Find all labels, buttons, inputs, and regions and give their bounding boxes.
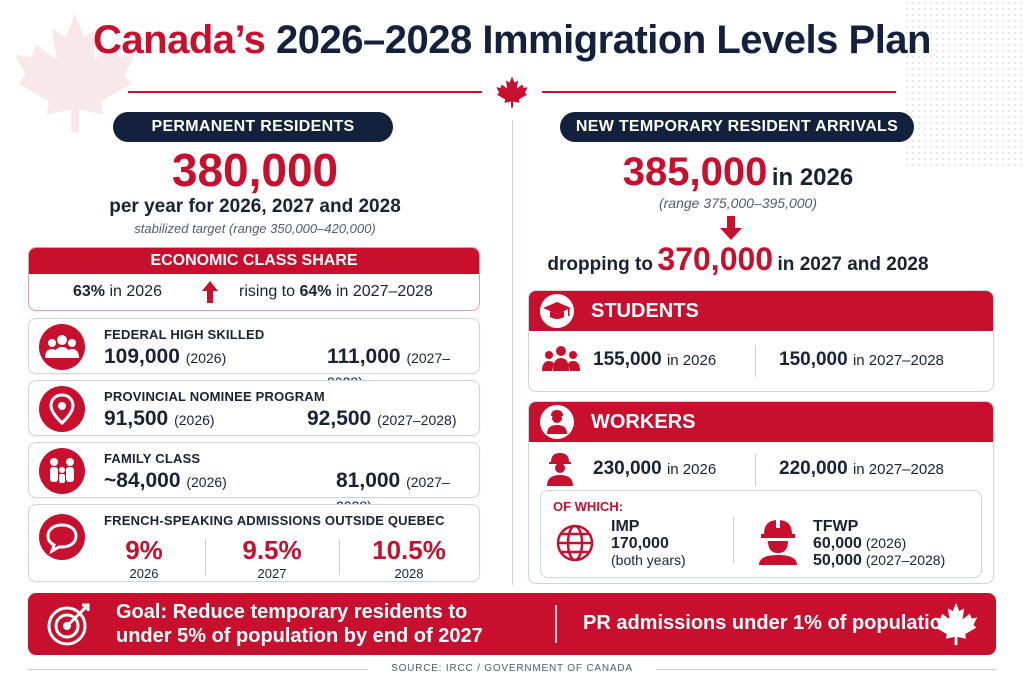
temporary-residents-value: 385,000	[622, 150, 768, 194]
economic-class-heading: ECONOMIC CLASS SHARE	[29, 248, 479, 274]
temporary-residents-range: (range 375,000–395,000)	[658, 195, 818, 211]
maple-leaf-icon	[934, 602, 978, 646]
students-divider	[755, 345, 756, 377]
tfwp-value-2026: 60,000	[813, 535, 862, 552]
globe-icon	[556, 524, 594, 562]
program-label: PROVINCIAL NOMINEE PROGRAM	[104, 389, 325, 404]
french-admissions-label: FRENCH-SPEAKING ADMISSIONS OUTSIDE QUEBE…	[104, 513, 445, 528]
program-value-2027-2028: 111,000 (2027–2028)	[327, 345, 451, 390]
students-2026: 155,000 in 2026	[593, 349, 717, 370]
family-icon	[39, 448, 85, 494]
of-which-label: OF WHICH:	[553, 499, 624, 514]
graduation-cap-icon	[540, 294, 574, 328]
program-value-2027-2028: 92,500 (2027–2028)	[307, 407, 457, 430]
program-card-provincial: PROVINCIAL NOMINEE PROGRAM 91,500 (2026)…	[28, 380, 480, 436]
tfwp-name: TFWP	[813, 518, 859, 535]
arrow-down-icon	[720, 216, 742, 240]
program-value-2026: 91,500 (2026)	[104, 407, 215, 430]
target-icon	[47, 603, 90, 646]
economic-class-share-box: ECONOMIC CLASS SHARE 63% in 2026 rising …	[28, 247, 480, 311]
arrow-up-icon	[202, 281, 218, 303]
program-label: FEDERAL HIGH SKILLED	[104, 327, 265, 342]
column-divider	[512, 120, 513, 585]
speech-bubble-icon	[39, 514, 85, 560]
students-2027-2028: 150,000 in 2027–2028	[779, 349, 944, 370]
economic-share-2026-value: 63%	[73, 283, 106, 300]
pr-admissions-text: PR admissions under 1% of population	[583, 612, 955, 634]
group-icon	[39, 324, 85, 370]
goal-text: Goal: Reduce temporary residents to unde…	[116, 601, 483, 647]
dropping-suffix: in 2027 and 2028	[777, 254, 929, 275]
maple-leaf-icon	[496, 76, 528, 108]
source-note: SOURCE: IRCC / GOVERNMENT OF CANADA	[391, 663, 633, 674]
economic-share-future-suffix: in 2027–2028	[335, 283, 433, 300]
french-admissions-2026: 9% 2026	[125, 535, 163, 581]
economic-share-2026: 63% in 2026	[73, 283, 162, 301]
temporary-residents-heading: NEW TEMPORARY RESIDENT ARRIVALS	[560, 112, 914, 142]
background-dotted-map	[904, 0, 1024, 170]
hard-hat-worker-icon	[759, 518, 797, 565]
permanent-residents-note: stabilized target (range 350,000–420,000…	[134, 221, 376, 236]
footer-divider-right	[656, 669, 996, 670]
students-heading: STUDENTS	[529, 291, 993, 331]
of-which-box: OF WHICH: IMP 170,000 (both years) TFWP …	[540, 490, 982, 578]
french-admissions-card: FRENCH-SPEAKING ADMISSIONS OUTSIDE QUEBE…	[28, 504, 480, 582]
students-box: STUDENTS 155,000 in 2026 150,000 in 2027…	[528, 290, 994, 392]
tfwp-details: TFWP 60,000 (2026) 50,000 (2027–2028)	[813, 518, 945, 569]
french-admissions-2027: 9.5% 2027	[242, 535, 302, 581]
french-divider	[205, 539, 206, 575]
dropping-value: 370,000	[657, 241, 774, 277]
economic-share-future: rising to 64% in 2027–2028	[239, 283, 433, 301]
economic-share-rising-text: rising to	[239, 283, 296, 300]
imp-note: (both years)	[611, 552, 686, 568]
workers-divider	[755, 454, 756, 486]
goal-banner: Goal: Reduce temporary residents to unde…	[28, 593, 996, 655]
workers-heading: WORKERS	[529, 402, 993, 442]
program-label: FAMILY CLASS	[104, 451, 201, 466]
title-divider-right	[542, 91, 896, 93]
permanent-residents-subtitle: per year for 2026, 2027 and 2028	[109, 196, 401, 217]
french-admissions-2028: 10.5% 2028	[372, 535, 446, 581]
economic-share-future-value: 64%	[299, 283, 332, 300]
imp-details: IMP 170,000 (both years)	[611, 518, 686, 569]
tfwp-value-2027-2028: 50,000	[813, 552, 862, 569]
temporary-residents-value-line: 385,000 in 2026	[528, 150, 948, 195]
program-card-family: FAMILY CLASS ~84,000 (2026) 81,000 (2027…	[28, 442, 480, 514]
permanent-residents-value: 380,000	[171, 144, 339, 196]
imp-name: IMP	[611, 518, 640, 535]
temporary-residents-value-suffix: in 2026	[771, 164, 854, 191]
footer-divider-left	[28, 669, 368, 670]
tfwp-year-2027-2028: (2027–2028)	[865, 552, 946, 568]
of-which-divider	[733, 517, 734, 563]
workers-2026: 230,000 in 2026	[593, 458, 717, 479]
workers-box: WORKERS 230,000 in 2026 220,000 in 2027–…	[528, 401, 994, 584]
construction-worker-icon	[547, 453, 573, 486]
temporary-residents-dropping-line: dropping to 370,000 in 2027 and 2028	[518, 241, 958, 278]
program-value-2026: ~84,000 (2026)	[104, 469, 227, 492]
permanent-residents-heading: PERMANENT RESIDENTS	[113, 112, 393, 142]
title-part-plan: 2026–2028 Immigration Levels Plan	[276, 18, 931, 62]
program-card-federal: FEDERAL HIGH SKILLED 109,000 (2026) 111,…	[28, 318, 480, 390]
program-value-2026: 109,000 (2026)	[104, 345, 227, 368]
page-title: Canada’s 2026–2028 Immigration Levels Pl…	[0, 18, 1024, 63]
banner-divider	[555, 605, 557, 643]
title-divider-left	[128, 91, 482, 93]
worker-icon	[540, 405, 574, 439]
tfwp-year-2026: (2026)	[865, 535, 907, 551]
french-divider	[339, 539, 340, 575]
economic-share-2026-text: in 2026	[109, 283, 162, 300]
students-group-icon	[542, 346, 580, 371]
title-part-canada: Canada’s	[93, 18, 266, 62]
background-maple-leaf-icon	[15, 13, 135, 133]
workers-2027-2028: 220,000 in 2027–2028	[779, 458, 944, 479]
imp-value: 170,000	[611, 535, 669, 552]
location-pin-icon	[39, 386, 85, 432]
dropping-prefix: dropping to	[547, 254, 653, 275]
